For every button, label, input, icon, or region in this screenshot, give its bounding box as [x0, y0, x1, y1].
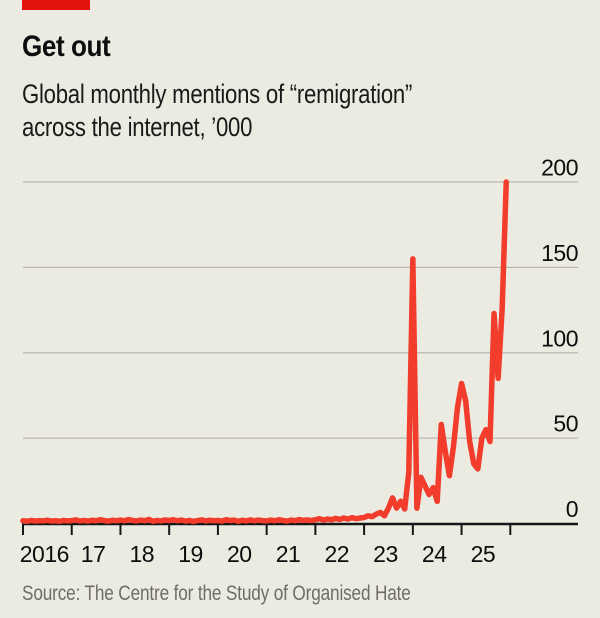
chart-title: Get out [22, 30, 111, 63]
chart-subtitle: Global monthly mentions of “remigration”… [22, 78, 412, 144]
y-axis-label: 150 [541, 240, 578, 266]
x-axis-label: 23 [373, 541, 398, 567]
data-line-remigration-mentions [20, 179, 509, 525]
y-axis-label: 100 [541, 325, 578, 351]
y-axis-label: 200 [541, 155, 578, 181]
subtitle-line-1: Global monthly mentions of “remigration” [22, 79, 413, 109]
subtitle-line-2: across the internet, ’000 [22, 112, 253, 142]
x-axis-label: 17 [81, 541, 106, 567]
y-axis-label: 50 [553, 411, 578, 437]
x-axis-label: 18 [130, 541, 155, 567]
x-axis-label: 25 [471, 541, 496, 567]
y-axis-label: 0 [566, 496, 578, 522]
x-axis-label: 21 [276, 541, 301, 567]
x-axis-label: 22 [324, 541, 349, 567]
x-axis-label: 24 [422, 541, 447, 567]
x-axis-label: 2016 [20, 541, 69, 567]
red-accent-tab [22, 0, 90, 10]
x-axis-label: 20 [227, 541, 252, 567]
x-axis-label: 19 [178, 541, 203, 567]
source-note: Source: The Centre for the Study of Orga… [22, 582, 411, 605]
